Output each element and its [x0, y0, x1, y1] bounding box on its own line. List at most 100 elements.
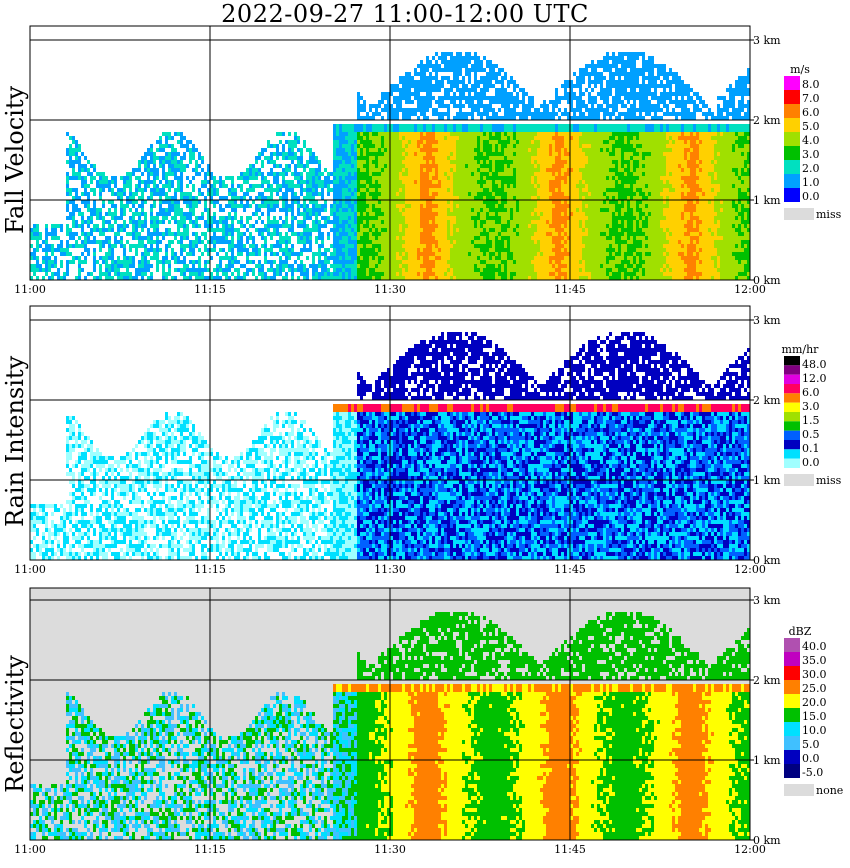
legend-swatch	[784, 146, 800, 160]
legend-swatch	[784, 384, 800, 394]
y-tick-label: 3 km	[753, 34, 781, 47]
legend-swatch	[784, 666, 800, 680]
legend-swatch	[784, 118, 800, 132]
legend-missing-label: miss	[816, 208, 842, 221]
legend-swatch	[784, 430, 800, 440]
legend-level: 15.0	[802, 710, 827, 723]
legend-level: 5.0	[802, 738, 820, 751]
x-tick-label: 11:30	[374, 563, 406, 576]
legend-swatch	[784, 440, 800, 450]
plot-frame	[29, 25, 751, 281]
legend-missing-swatch	[784, 474, 814, 486]
plot-frame	[29, 587, 751, 841]
legend: m/s 8.07.06.05.04.03.02.01.00.0 miss	[784, 63, 842, 221]
legend-swatch	[784, 76, 800, 90]
x-tick-label: 11:00	[14, 843, 46, 856]
x-tick-label: 11:15	[194, 283, 226, 296]
legend-level: 0.0	[802, 456, 820, 469]
panel-0: 11:00 11:15 11:30 11:45 12:000 km 1 km 2 km 3 k…	[14, 25, 842, 296]
x-tick-label: 11:30	[374, 843, 406, 856]
legend-swatch	[784, 421, 800, 431]
legend-missing-swatch	[784, 208, 814, 220]
y-tick-label: 1 km	[753, 474, 781, 487]
legend-level: 3.0	[802, 400, 820, 413]
legend-swatch	[784, 412, 800, 422]
x-tick-label: 11:15	[194, 563, 226, 576]
x-tick-label: 11:00	[14, 563, 46, 576]
legend-level: 8.0	[802, 78, 820, 91]
x-tick-label: 12:00	[734, 563, 766, 576]
legend-swatch	[784, 680, 800, 694]
x-tick-label: 11:45	[554, 283, 586, 296]
legend-level: -5.0	[802, 766, 823, 779]
legend-level: 10.0	[802, 724, 827, 737]
y-tick-label: 0 km	[753, 834, 781, 847]
legend-swatch	[784, 174, 800, 188]
x-tick-label: 11:45	[554, 563, 586, 576]
y-tick-label: 1 km	[753, 194, 781, 207]
y-tick-label: 0 km	[753, 274, 781, 287]
legend-swatch	[784, 694, 800, 708]
x-tick-label: 11:00	[14, 283, 46, 296]
y-tick-label: 2 km	[753, 114, 781, 127]
legend-swatch	[784, 374, 800, 384]
legend-level: 25.0	[802, 682, 827, 695]
panel-1: 11:00 11:15 11:30 11:45 12:000 km 1 km 2 km 3 k…	[14, 305, 842, 576]
legend-swatch	[784, 402, 800, 412]
legend-swatch	[784, 365, 800, 375]
legend-level: 0.1	[802, 442, 820, 455]
radar-field	[30, 52, 750, 280]
legend-swatch	[784, 764, 800, 778]
plot-frame	[29, 305, 751, 561]
legend: mm/hr 48.012.06.03.01.50.50.10.0 miss	[782, 343, 842, 487]
y-tick-label: 0 km	[753, 554, 781, 567]
legend-missing-label: none	[816, 784, 843, 797]
legend: dBZ 40.035.030.025.020.015.010.05.00.0-5.…	[784, 625, 843, 797]
legend-swatch	[784, 160, 800, 174]
panel-2: 11:00 11:15 11:30 11:45 12:000 km 1 km 2 km 3 k…	[14, 587, 843, 856]
legend-swatch	[784, 458, 800, 468]
legend-swatch	[784, 652, 800, 666]
legend-swatch	[784, 722, 800, 736]
legend-swatch	[784, 750, 800, 764]
x-tick-label: 11:45	[554, 843, 586, 856]
legend-level: 0.5	[802, 428, 820, 441]
legend-level: 20.0	[802, 696, 827, 709]
legend-missing-label: miss	[816, 474, 842, 487]
legend-level: 35.0	[802, 654, 827, 667]
legend-swatch	[784, 708, 800, 722]
legend-level: 6.0	[802, 386, 820, 399]
legend-missing-swatch	[784, 784, 814, 796]
legend-swatch	[784, 188, 800, 202]
legend-level: 0.0	[802, 752, 820, 765]
legend-swatch	[784, 449, 800, 459]
legend-level: 6.0	[802, 106, 820, 119]
legend-swatch	[784, 132, 800, 146]
legend-level: 5.0	[802, 120, 820, 133]
legend-swatch	[784, 90, 800, 104]
y-tick-label: 2 km	[753, 394, 781, 407]
radar-field	[30, 332, 750, 560]
legend-level: 2.0	[802, 162, 820, 175]
legend-swatch	[784, 356, 800, 366]
legend-unit: dBZ	[789, 625, 812, 638]
legend-level: 1.0	[802, 176, 820, 189]
legend-level: 3.0	[802, 148, 820, 161]
x-tick-label: 11:30	[374, 283, 406, 296]
legend-level: 48.0	[802, 358, 827, 371]
legend-swatch	[784, 736, 800, 750]
y-tick-label: 3 km	[753, 594, 781, 607]
x-tick-label: 12:00	[734, 843, 766, 856]
y-tick-label: 3 km	[753, 314, 781, 327]
y-tick-label: 2 km	[753, 674, 781, 687]
legend-unit: mm/hr	[782, 343, 820, 356]
x-tick-label: 11:15	[194, 843, 226, 856]
legend-unit: m/s	[790, 63, 810, 76]
legend-swatch	[784, 638, 800, 652]
legend-level: 0.0	[802, 190, 820, 203]
legend-level: 7.0	[802, 92, 820, 105]
legend-swatch	[784, 393, 800, 403]
y-tick-label: 1 km	[753, 754, 781, 767]
legend-level: 40.0	[802, 640, 827, 653]
